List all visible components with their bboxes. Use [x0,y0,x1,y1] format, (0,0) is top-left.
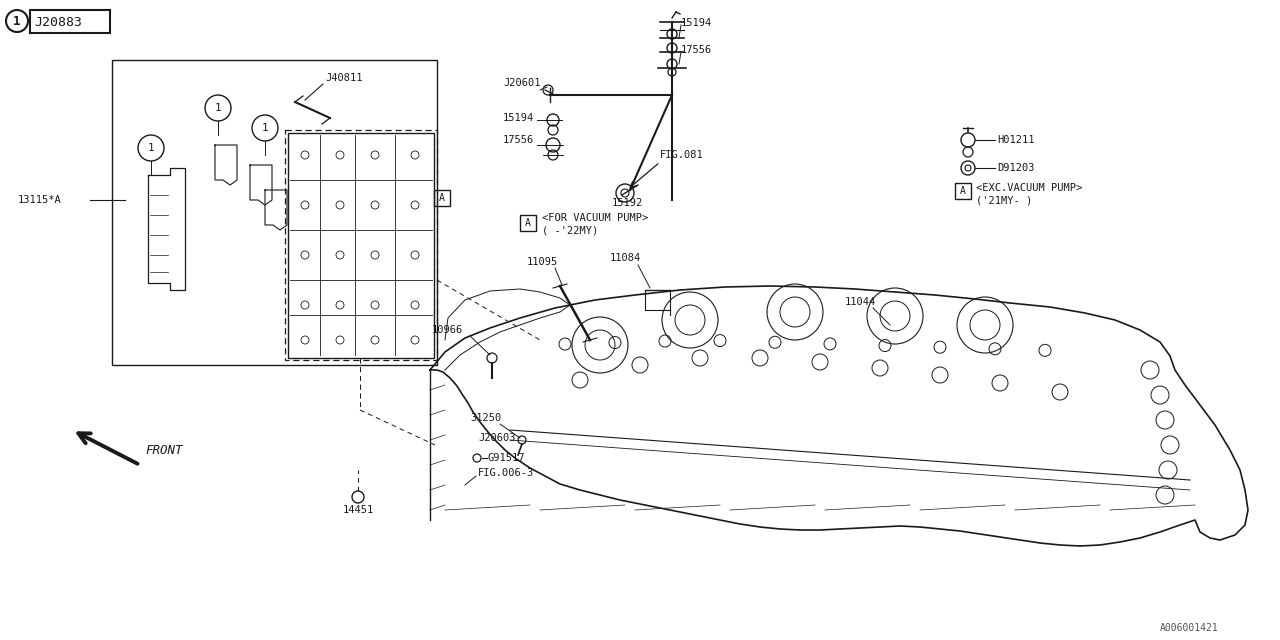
Text: 15194: 15194 [681,18,712,28]
Text: 1: 1 [147,143,155,153]
Text: J20883: J20883 [35,15,82,29]
Text: J40811: J40811 [325,73,362,83]
Text: 1: 1 [215,103,221,113]
Text: 14451: 14451 [343,505,374,515]
Text: 31250: 31250 [470,413,502,423]
Bar [955,183,972,199]
Text: 17556: 17556 [503,135,534,145]
Text: A006001421: A006001421 [1160,623,1219,633]
Text: D91203: D91203 [997,163,1034,173]
Text: 11095: 11095 [527,257,558,267]
Text: <FOR VACUUM PUMP>: <FOR VACUUM PUMP> [541,213,648,223]
Text: ( -'22MY): ( -'22MY) [541,225,598,235]
Bar [288,133,434,358]
Bar [520,215,536,231]
Text: 17556: 17556 [681,45,712,55]
Text: J20601: J20601 [503,78,540,88]
Text: A: A [960,186,966,196]
Text: 11044: 11044 [845,297,877,307]
Text: 1: 1 [13,15,20,28]
Text: A: A [525,218,531,228]
Text: ('21MY- ): ('21MY- ) [977,195,1032,205]
Text: 13115*A: 13115*A [18,195,61,205]
Bar [29,10,110,33]
Text: 10966: 10966 [433,325,463,335]
Text: G91517: G91517 [488,453,526,463]
Text: 15192: 15192 [612,198,644,208]
Bar [434,190,451,206]
Text: 15194: 15194 [503,113,534,123]
Text: J20603: J20603 [477,433,516,443]
Text: A: A [439,193,445,203]
Text: H01211: H01211 [997,135,1034,145]
Bar [113,60,436,365]
Text: <EXC.VACUUM PUMP>: <EXC.VACUUM PUMP> [977,183,1083,193]
Bar [285,130,436,360]
Text: FIG.006-3: FIG.006-3 [477,468,534,478]
Text: FRONT: FRONT [145,444,183,456]
Text: 1: 1 [261,123,269,133]
Text: 11084: 11084 [611,253,641,263]
Text: FIG.081: FIG.081 [660,150,704,160]
